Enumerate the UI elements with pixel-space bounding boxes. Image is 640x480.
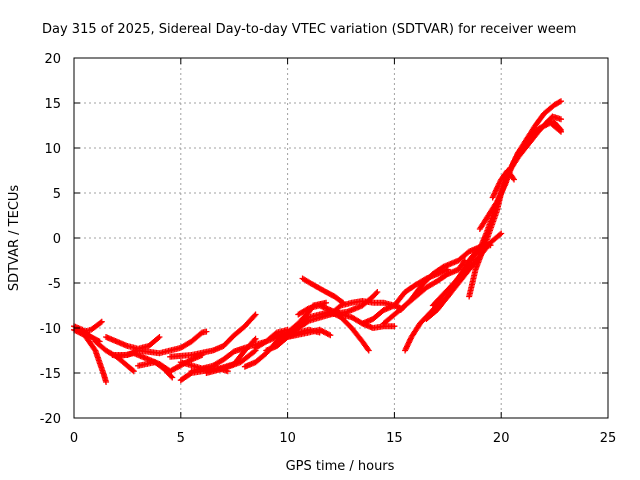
data-point: [558, 116, 565, 123]
data-point: [556, 98, 563, 105]
data-point: [511, 176, 518, 183]
y-tick-label: 20: [44, 52, 61, 67]
x-tick-label: 20: [493, 431, 510, 446]
y-tick-label: 10: [44, 142, 61, 157]
data-points: [71, 98, 565, 385]
data-point: [129, 367, 136, 374]
series-track-29: [466, 98, 565, 300]
data-point: [130, 368, 137, 375]
y-tick-label: -10: [40, 322, 61, 337]
series-track-21: [327, 298, 404, 318]
series-track-12: [188, 326, 291, 375]
series-track-5: [103, 334, 163, 352]
data-point: [498, 230, 505, 237]
data-point: [251, 348, 258, 355]
data-point: [98, 318, 105, 325]
y-tick-label: -20: [40, 412, 61, 427]
x-tick-label: 25: [600, 431, 617, 446]
x-tick-label: 15: [386, 431, 403, 446]
data-point: [373, 290, 380, 297]
y-tick-label: 0: [53, 232, 61, 247]
data-point: [556, 127, 563, 134]
data-point: [323, 299, 330, 306]
data-point: [103, 379, 110, 385]
data-point: [316, 329, 323, 336]
series-track-13: [203, 347, 259, 376]
data-point: [252, 335, 259, 342]
data-point: [558, 98, 565, 105]
data-point: [364, 346, 371, 353]
data-point: [497, 231, 504, 238]
data-point: [168, 373, 175, 380]
x-axis-label: GPS time / hours: [286, 459, 395, 474]
series-track-32: [489, 167, 518, 201]
series-track-31: [476, 113, 565, 232]
data-point: [304, 305, 311, 312]
x-tick-label: 10: [279, 431, 296, 446]
data-point: [251, 312, 258, 319]
series-track-3: [77, 318, 105, 336]
series-track-19: [295, 302, 398, 331]
data-point: [169, 374, 176, 381]
chart-title: Day 315 of 2025, Sidereal Day-to-day VTE…: [42, 22, 576, 37]
data-point: [320, 328, 327, 335]
y-tick-label: -5: [48, 277, 61, 292]
y-axis-label: SDTVAR / TECUs: [7, 185, 22, 292]
x-tick-label: 5: [177, 431, 185, 446]
data-point: [203, 328, 210, 335]
data-point: [252, 311, 259, 318]
axes: 0 5 10 15 20 25 -20 -15 -10 -5 0 5 10 15 20: [40, 52, 617, 446]
data-point: [155, 335, 162, 341]
data-point: [251, 336, 258, 343]
data-point: [325, 331, 332, 338]
x-tick-label: 0: [70, 431, 78, 446]
data-point: [374, 289, 381, 295]
series-track-33: [523, 119, 565, 142]
data-point: [97, 319, 104, 326]
y-tick-label: 15: [44, 97, 61, 112]
series-track-10: [167, 311, 259, 360]
data-point: [510, 175, 517, 182]
series-track-8: [135, 359, 176, 381]
data-point: [156, 334, 163, 340]
grid-lines: [74, 58, 608, 418]
y-tick-label: 5: [53, 187, 61, 202]
data-point: [327, 332, 334, 339]
data-point: [391, 323, 398, 330]
data-point: [365, 347, 372, 354]
y-tick-label: -15: [40, 367, 61, 382]
data-point: [558, 128, 565, 135]
data-point: [304, 318, 311, 325]
